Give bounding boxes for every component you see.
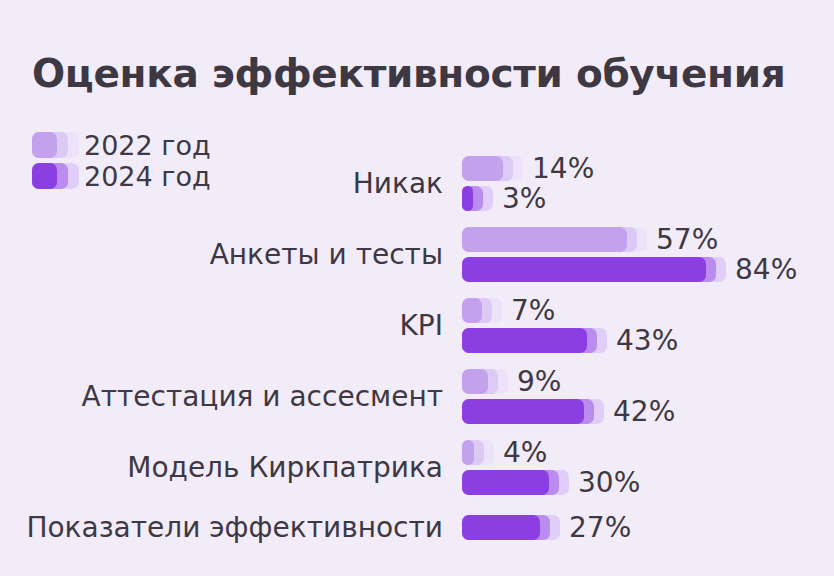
category-label: KPI <box>0 309 443 342</box>
bar-value-label: 57% <box>656 223 718 256</box>
page-title: Оценка эффективности обучения <box>32 51 786 96</box>
bar-value-label: 30% <box>578 466 640 499</box>
bar-2024 <box>462 399 604 424</box>
legend-item-2022: 2022 год <box>32 132 211 158</box>
chart-row: Модель Киркпатрика 4% 30% <box>0 440 797 495</box>
bar-value-label: 43% <box>616 324 678 357</box>
bar-2022 <box>462 156 523 181</box>
chart-row: Анкеты и тесты 57% 84% <box>0 227 797 282</box>
category-label: Показатели эффективности <box>0 511 443 544</box>
bar-row-2024: 3% <box>462 186 594 211</box>
bar-row-2024: 42% <box>462 399 675 424</box>
chart-row: KPI 7% 43% <box>0 298 797 353</box>
category-label: Никак <box>0 167 443 200</box>
bar-row-2024: 43% <box>462 328 678 353</box>
chart-row: Показатели эффективности 27% <box>0 511 797 544</box>
bar-row-2022: 9% <box>462 369 675 394</box>
bar-value-label: 4% <box>503 436 547 469</box>
bar-row-2022: 4% <box>462 440 640 465</box>
bar-row-2022: 14% <box>462 156 594 181</box>
bar-row-2024: 27% <box>462 515 631 540</box>
bar-value-label: 3% <box>502 182 546 215</box>
bar-row-2024: 30% <box>462 470 640 495</box>
bar-value-label: 14% <box>532 152 594 185</box>
bar-row-2022: 7% <box>462 298 678 323</box>
bar-2022 <box>462 298 502 323</box>
bar-2022 <box>462 227 647 252</box>
category-label: Модель Киркпатрика <box>0 451 443 484</box>
bar-2024 <box>462 257 726 282</box>
bar-value-label: 84% <box>735 253 797 286</box>
bar-value-label: 42% <box>613 395 675 428</box>
legend-swatch-2022 <box>32 132 79 158</box>
bar-value-label: 9% <box>517 365 561 398</box>
bar-2024 <box>462 186 493 211</box>
chart-row: Никак 14% 3% <box>0 156 797 211</box>
bar-2024 <box>462 328 607 353</box>
category-label: Аттестация и ассесмент <box>0 380 443 413</box>
bar-2022 <box>462 369 508 394</box>
bar-row-2022: 57% <box>462 227 797 252</box>
bar-value-label: 7% <box>511 294 555 327</box>
chart: Никак14%3%Анкеты и тесты57%84%KPI7%43%Ат… <box>0 156 797 544</box>
bar-value-label: 27% <box>569 511 631 544</box>
category-label: Анкеты и тесты <box>0 238 443 271</box>
chart-row: Аттестация и ассесмент 9% 42% <box>0 369 797 424</box>
bar-row-2024: 84% <box>462 257 797 282</box>
bar-2024 <box>462 515 560 540</box>
bar-2024 <box>462 470 569 495</box>
bar-2022 <box>462 440 494 465</box>
